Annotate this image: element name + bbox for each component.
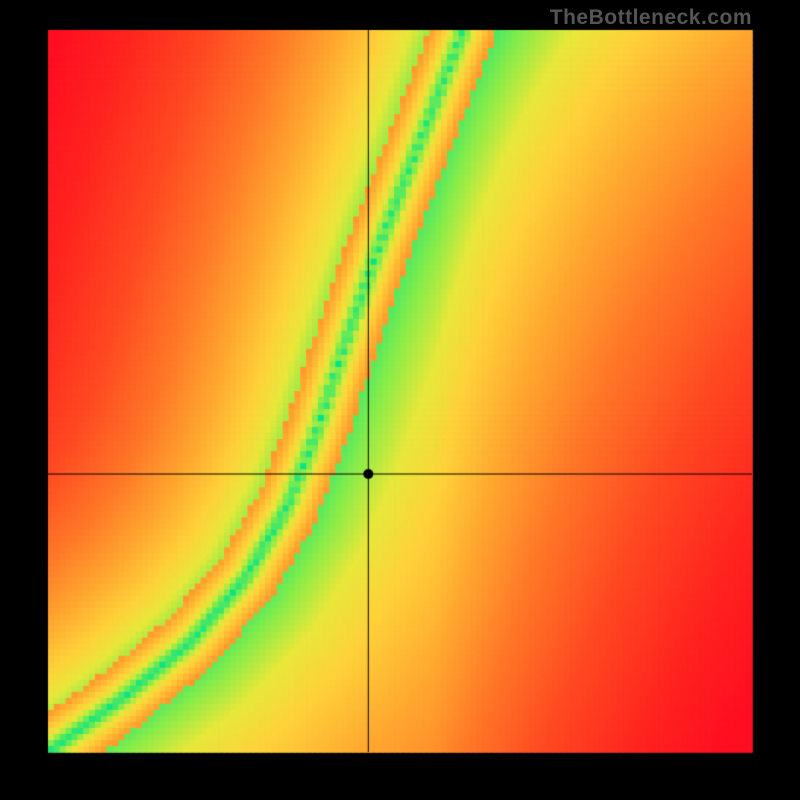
bottleneck-heatmap bbox=[0, 0, 800, 800]
watermark-text: TheBottleneck.com bbox=[550, 6, 752, 30]
chart-container: { "canvas": { "width": 800, "height": 80… bbox=[0, 0, 800, 800]
